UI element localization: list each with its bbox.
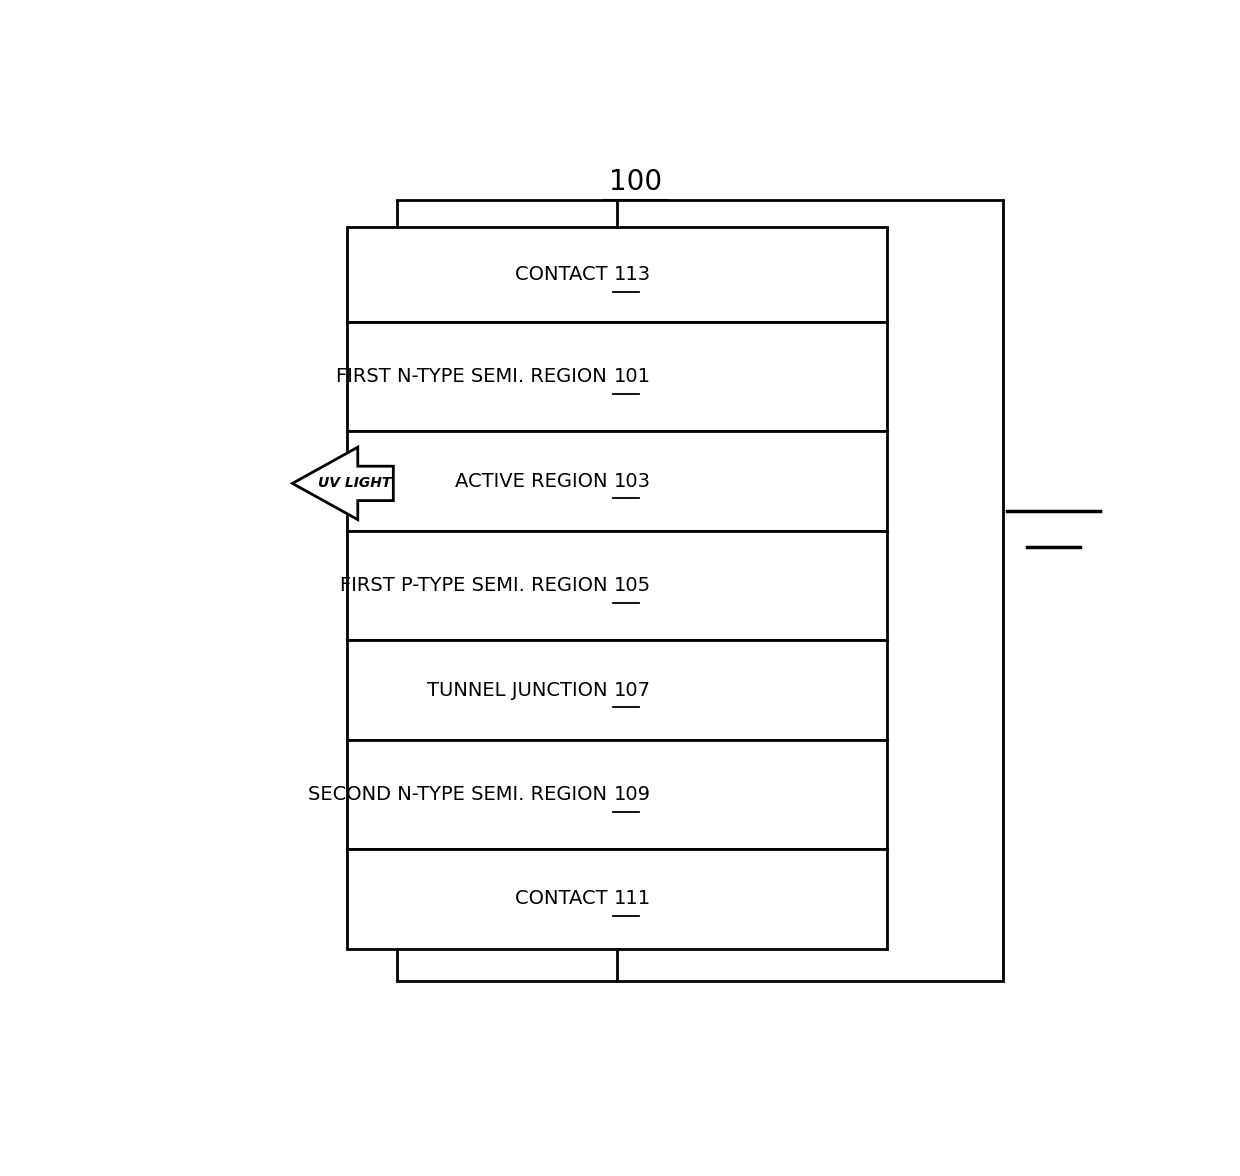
Bar [347, 740, 888, 849]
Bar [397, 200, 1003, 982]
Text: 100: 100 [609, 168, 662, 196]
Bar [347, 849, 888, 949]
Text: 105: 105 [614, 576, 651, 595]
Bar [347, 640, 888, 740]
Text: SECOND N-TYPE SEMI. REGION: SECOND N-TYPE SEMI. REGION [309, 786, 614, 804]
Text: FIRST P-TYPE SEMI. REGION: FIRST P-TYPE SEMI. REGION [340, 576, 614, 595]
Text: 101: 101 [614, 367, 651, 386]
Text: 109: 109 [614, 786, 651, 804]
Text: ACTIVE REGION: ACTIVE REGION [455, 472, 614, 490]
Text: UV LIGHT: UV LIGHT [317, 476, 391, 490]
Text: 107: 107 [614, 681, 651, 700]
Text: CONTACT: CONTACT [515, 889, 614, 909]
Text: TUNNEL JUNCTION: TUNNEL JUNCTION [427, 681, 614, 700]
Bar [347, 532, 888, 640]
Text: 113: 113 [614, 265, 651, 285]
Bar [347, 432, 888, 532]
Bar [347, 227, 888, 322]
Text: 111: 111 [614, 889, 651, 909]
Text: CONTACT: CONTACT [515, 265, 614, 285]
Polygon shape [293, 447, 393, 520]
Text: 103: 103 [614, 472, 651, 490]
Bar [347, 322, 888, 432]
Text: FIRST N-TYPE SEMI. REGION: FIRST N-TYPE SEMI. REGION [336, 367, 614, 386]
